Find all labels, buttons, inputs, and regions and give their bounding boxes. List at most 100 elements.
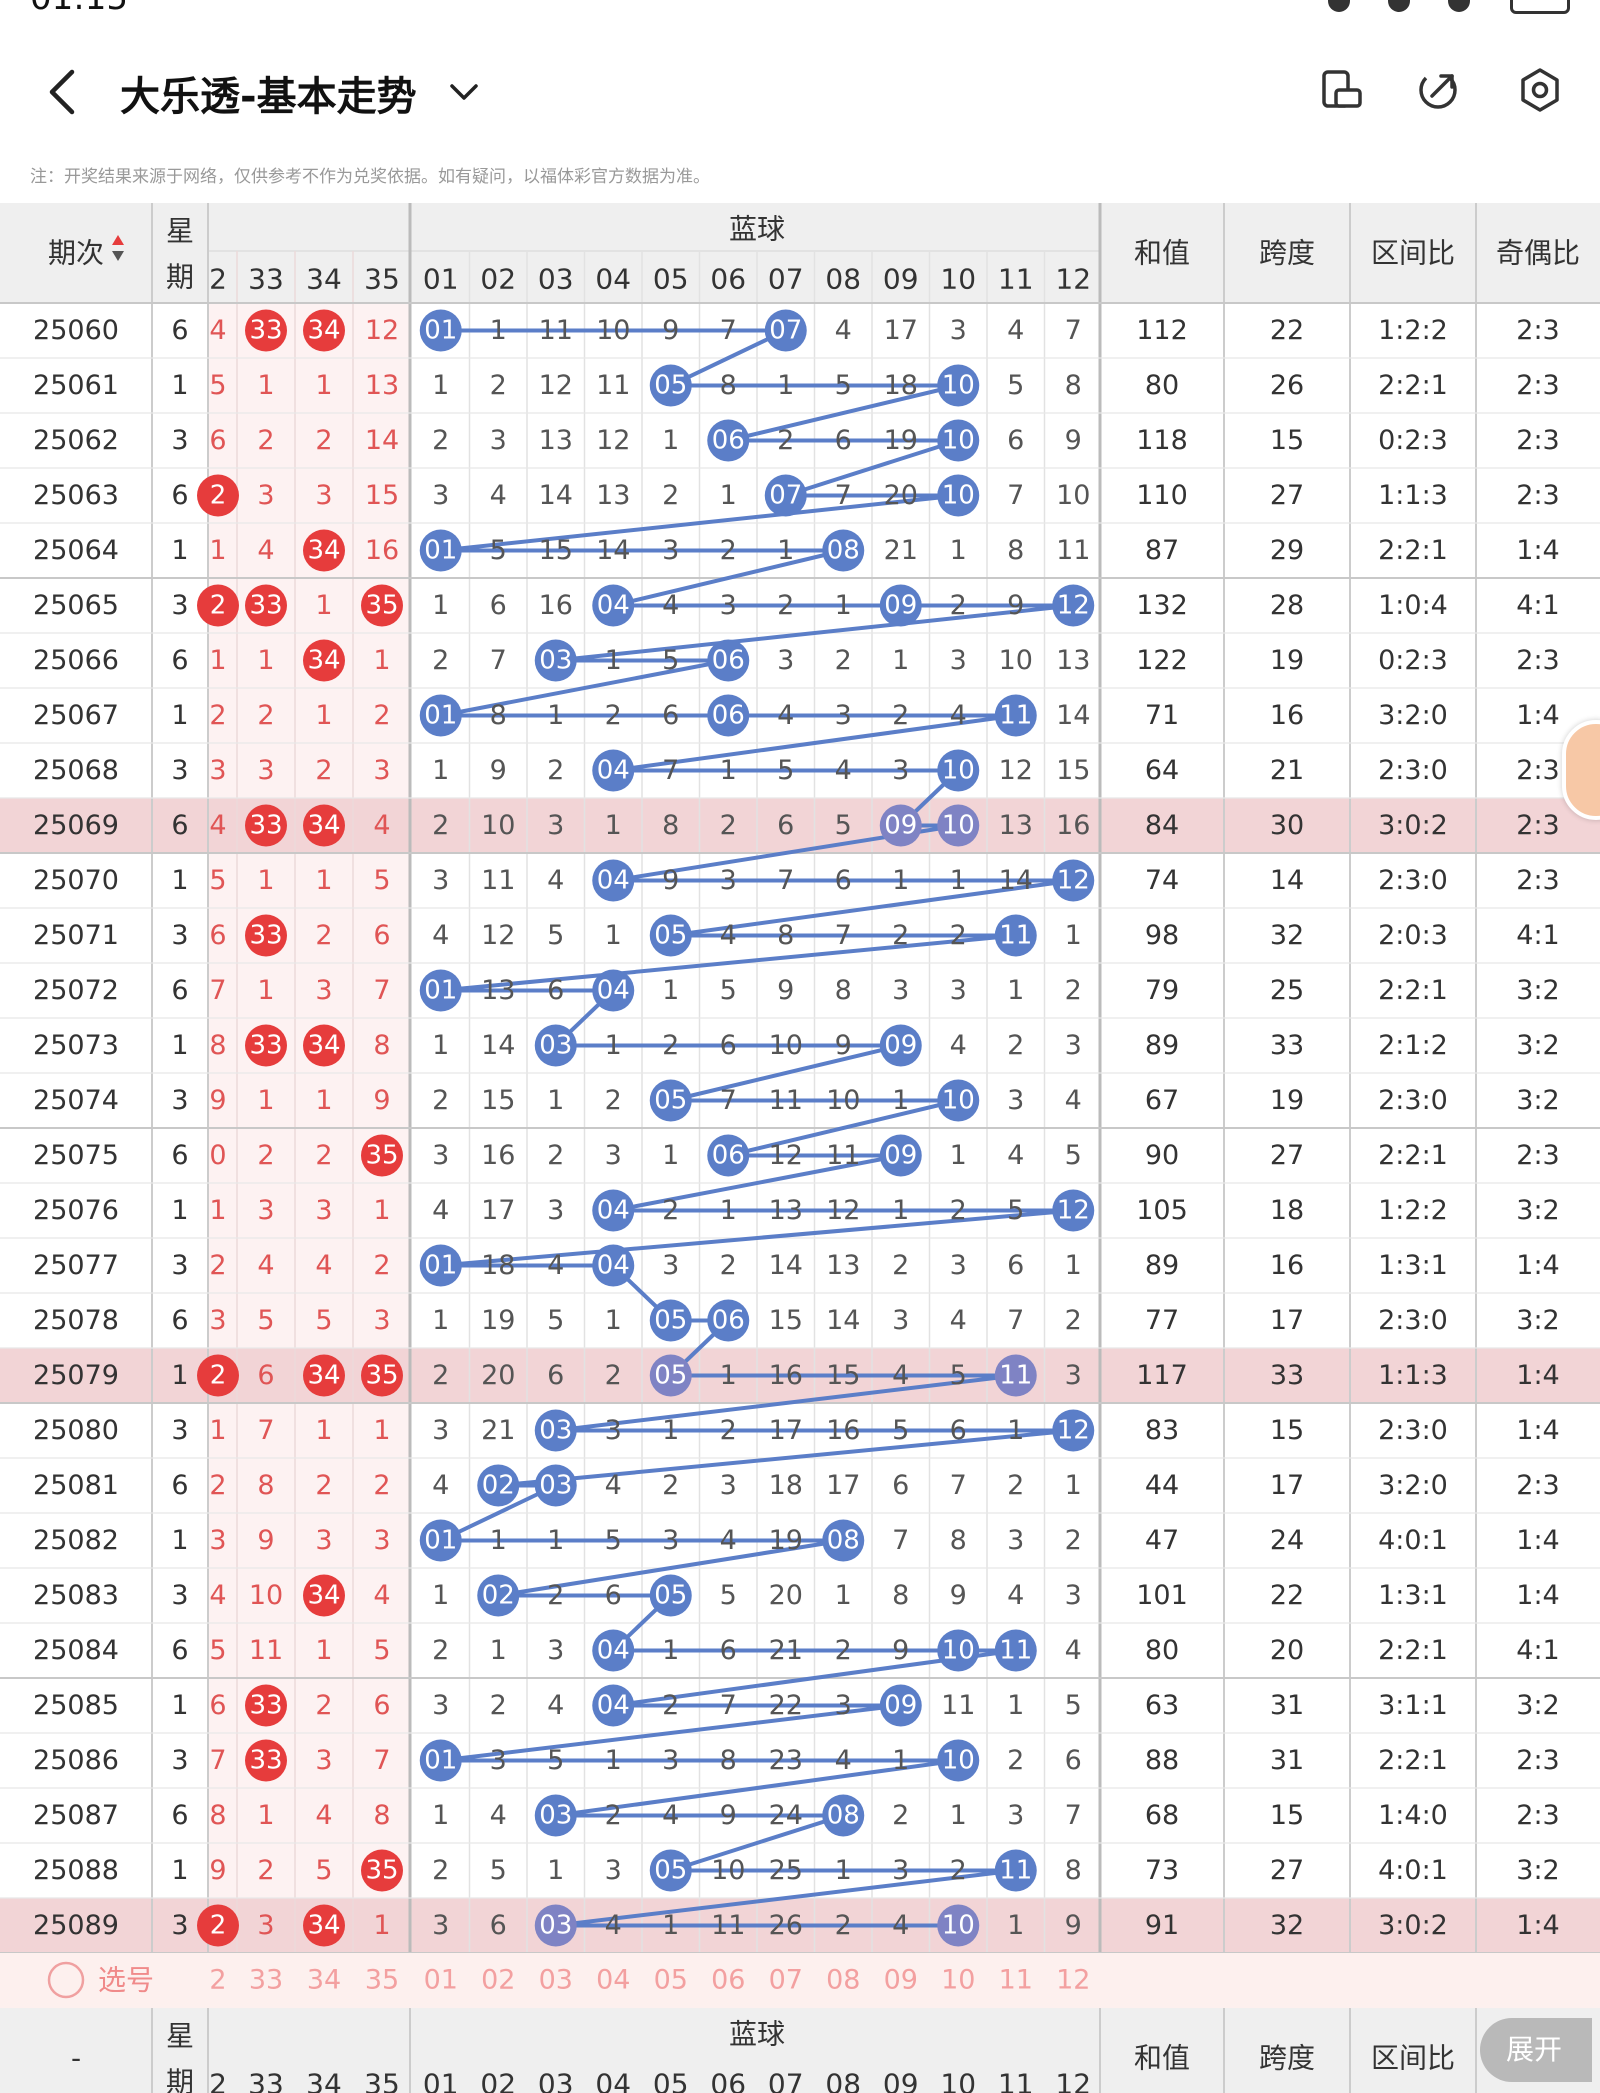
blue-col-header: 09 — [883, 263, 919, 296]
blue-ball-number: 10 — [942, 481, 975, 511]
blue-cell: 7 — [720, 315, 737, 346]
front-ball — [197, 584, 239, 627]
front-ball — [197, 1354, 239, 1397]
blue-cell: 2 — [662, 1690, 679, 1721]
blue-cell: 19 — [481, 1305, 515, 1336]
floating-promo-icon[interactable] — [1562, 720, 1600, 820]
blue-col-header: 04 — [595, 263, 631, 296]
back-arrow-icon[interactable] — [44, 68, 84, 116]
blue-cell: 2 — [1007, 1745, 1024, 1776]
blue-cell: 4 — [605, 1910, 622, 1941]
blue-cell: 4 — [777, 700, 794, 731]
front-ball — [361, 584, 403, 627]
blue-cell: 6 — [662, 700, 679, 731]
blue-cell: 21 — [769, 1635, 803, 1666]
blue-ball — [649, 1354, 692, 1397]
blue-cell: 2 — [720, 810, 737, 841]
oddeven-cell: 1:4 — [1516, 1525, 1559, 1556]
share-icon[interactable] — [1414, 66, 1462, 114]
front-cell: 4 — [257, 535, 274, 566]
front-cell: 1 — [257, 645, 274, 676]
blue-ball — [649, 1079, 692, 1122]
footer-blue-col: 07 — [768, 2068, 804, 2093]
zone-cell: 2:2:1 — [1378, 1140, 1448, 1171]
blue-ball — [419, 694, 462, 737]
blue-cell: 1 — [720, 755, 737, 786]
select-radio[interactable] — [47, 1961, 85, 1999]
blue-ball-number: 10 — [942, 811, 975, 841]
front-cell: 2 — [209, 700, 226, 731]
footer-period: - — [71, 2042, 81, 2075]
sort-up-icon[interactable] — [112, 235, 124, 245]
blue-ball — [534, 1904, 577, 1947]
blue-cell: 3 — [662, 1250, 679, 1281]
blue-cell: 1 — [1065, 1250, 1082, 1281]
week-cell: 6 — [171, 315, 188, 346]
blue-ball — [419, 1519, 462, 1562]
chevron-down-icon[interactable] — [446, 74, 482, 110]
front-cell: 3 — [257, 1910, 274, 1941]
blue-ball-number: 07 — [769, 316, 802, 346]
rotate-screen-icon[interactable] — [1318, 66, 1366, 114]
blue-ball-number: 05 — [654, 371, 687, 401]
blue-cell: 4 — [720, 1525, 737, 1556]
zone-cell: 2:2:1 — [1378, 975, 1448, 1006]
bell-icon — [1388, 0, 1410, 12]
blue-ball — [707, 419, 750, 462]
blue-cell: 5 — [547, 1305, 564, 1336]
front-cell: 6 — [209, 920, 226, 951]
span-cell: 17 — [1270, 1305, 1304, 1336]
sum-cell: 84 — [1145, 810, 1179, 841]
blue-ball — [707, 1299, 750, 1342]
blue-cell: 4 — [490, 1800, 507, 1831]
period-cell: 25083 — [33, 1580, 119, 1611]
blue-ball-number: 02 — [482, 1581, 515, 1611]
blue-col-header: 08 — [825, 263, 861, 296]
blue-cell: 1 — [1007, 1690, 1024, 1721]
blue-cell: 2 — [605, 1085, 622, 1116]
front-cell: 1 — [209, 535, 226, 566]
blue-cell: 7 — [892, 1525, 909, 1556]
blue-ball — [937, 364, 980, 407]
zone-header: 区间比 — [1371, 237, 1455, 270]
select-blue-number: 01 — [424, 1965, 458, 1996]
blue-cell: 2 — [892, 700, 909, 731]
blue-cell: 6 — [835, 425, 852, 456]
blue-cell: 5 — [720, 975, 737, 1006]
blue-ball — [994, 694, 1037, 737]
week-cell: 6 — [171, 1470, 188, 1501]
front-ball-number: 34 — [307, 1031, 340, 1061]
blue-cell: 6 — [490, 590, 507, 621]
blue-cell: 14 — [826, 1305, 860, 1336]
span-cell: 15 — [1270, 1415, 1304, 1446]
front-ball-number: 34 — [307, 646, 340, 676]
sum-header: 和值 — [1134, 237, 1190, 270]
front-ball — [361, 1134, 403, 1177]
blue-ball-number: 03 — [539, 1801, 572, 1831]
front-cell: 3 — [373, 1525, 390, 1556]
blue-cell: 4 — [835, 755, 852, 786]
blue-cell: 7 — [950, 1470, 967, 1501]
zone-cell: 2:2:1 — [1378, 1635, 1448, 1666]
blue-cell: 4 — [605, 1470, 622, 1501]
blue-cell: 9 — [950, 1580, 967, 1611]
front-cell: 5 — [257, 1305, 274, 1336]
blue-ball-number: 09 — [884, 1031, 917, 1061]
front-cell: 5 — [315, 1855, 332, 1886]
blue-ball — [419, 529, 462, 572]
blue-ball-number: 08 — [827, 1526, 860, 1556]
blue-cell: 3 — [950, 315, 967, 346]
blue-cell: 3 — [720, 865, 737, 896]
expand-button[interactable]: 展开 — [1480, 2018, 1592, 2082]
blue-cell: 19 — [884, 425, 918, 456]
sort-down-icon[interactable] — [112, 251, 124, 261]
blue-cell: 1 — [547, 700, 564, 731]
settings-icon[interactable] — [1516, 66, 1564, 114]
blue-cell: 6 — [950, 1415, 967, 1446]
blue-cell: 13 — [1056, 645, 1090, 676]
sum-cell: 105 — [1136, 1195, 1188, 1226]
oddeven-cell: 4:1 — [1516, 920, 1559, 951]
blue-cell: 3 — [432, 480, 449, 511]
span-cell: 20 — [1270, 1635, 1304, 1666]
front-cell: 3 — [315, 1745, 332, 1776]
